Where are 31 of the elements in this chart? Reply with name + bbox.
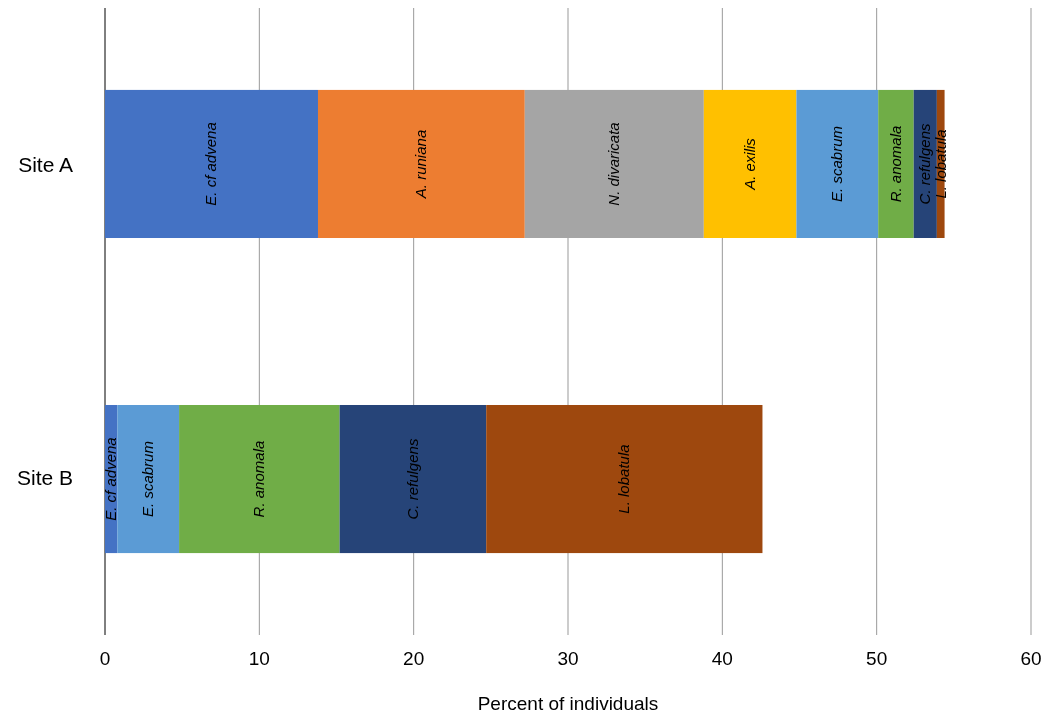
bar — [878, 89, 914, 238]
bar — [179, 405, 340, 554]
series-label: A. exilis — [741, 137, 759, 191]
bar — [105, 89, 318, 238]
bar — [796, 89, 879, 238]
x-tick-label: 50 — [866, 648, 888, 669]
text: E. scabrum — [828, 126, 846, 202]
bar — [317, 89, 525, 238]
y-tick-label: Site A — [18, 152, 73, 176]
x-tick-label: 20 — [403, 648, 425, 669]
x-tick-label: 0 — [99, 648, 111, 669]
series-label: E. cf advena — [102, 437, 120, 521]
series-label: A. runiana — [412, 129, 430, 200]
bar — [117, 405, 180, 554]
x-axis-title: Percent of individuals — [477, 693, 659, 714]
text: E. cf advena — [202, 122, 220, 206]
bar — [486, 405, 763, 554]
series-label: E. scabrum — [139, 441, 157, 517]
series-label: C. refulgens — [916, 123, 934, 205]
series-label: R. anomala — [886, 125, 904, 203]
bar — [339, 405, 487, 554]
text: C. refulgens — [403, 438, 421, 520]
series-label: N. divaricata — [605, 122, 623, 206]
bar — [703, 89, 797, 238]
x-tick-label: 60 — [1020, 648, 1042, 669]
text: L. lobatula — [615, 444, 633, 514]
x-tick-label: 40 — [711, 648, 733, 669]
x-tick-label: 10 — [248, 648, 270, 669]
y-tick-label: Site B — [16, 466, 73, 490]
text: R. anomala — [250, 440, 268, 518]
x-tick-label: 30 — [557, 648, 579, 669]
